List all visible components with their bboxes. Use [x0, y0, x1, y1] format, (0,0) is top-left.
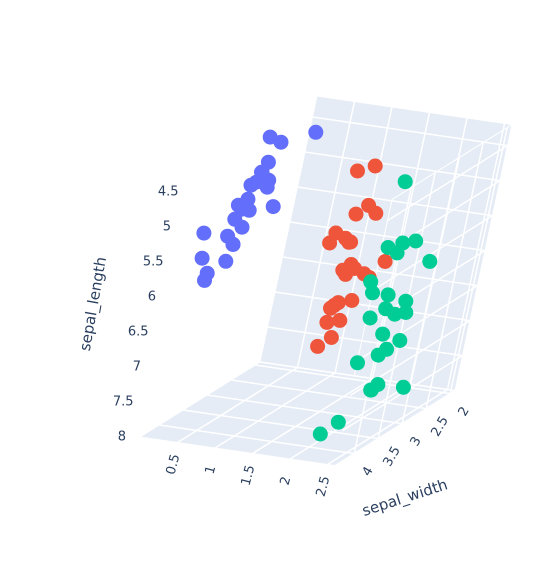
point — [375, 326, 391, 342]
point — [243, 177, 259, 193]
grid-line — [255, 364, 451, 395]
grid-line — [425, 142, 484, 409]
z-tick-label: 7 — [133, 360, 141, 375]
point — [398, 293, 414, 309]
point — [323, 300, 338, 316]
point — [363, 382, 379, 398]
point — [361, 197, 377, 213]
point — [240, 191, 256, 207]
point — [197, 272, 212, 288]
z-axis-title: sepal_length — [76, 255, 111, 352]
x-tick-label: 2 — [278, 475, 295, 487]
point — [344, 293, 360, 308]
point — [328, 225, 344, 241]
grid-line — [449, 127, 508, 394]
grid-line — [207, 394, 403, 425]
point — [395, 379, 411, 395]
grid-line — [387, 144, 508, 222]
point — [408, 233, 424, 249]
grid-line — [297, 186, 493, 217]
z-tick-label: 5 — [163, 220, 171, 235]
grid-line — [282, 256, 478, 287]
grid-line — [274, 291, 471, 322]
y-tick-label: 2.5 — [429, 414, 452, 439]
grid-line — [296, 101, 356, 368]
point — [225, 236, 241, 252]
grid-line — [334, 106, 393, 374]
grid-line — [259, 361, 456, 392]
grid-line — [183, 409, 379, 440]
x-tick-label: 1 — [203, 464, 220, 476]
x-tick-label: 1.5 — [239, 464, 259, 488]
y-tick-label: 3 — [408, 434, 425, 449]
z-tick-label: 7.5 — [113, 395, 134, 410]
z-tick-label: 6 — [148, 290, 156, 305]
x-tick-label: 2.5 — [314, 475, 334, 499]
point — [347, 261, 362, 276]
y-tick-label: 4 — [360, 464, 377, 479]
point — [310, 338, 326, 354]
point — [378, 301, 394, 317]
point — [363, 274, 379, 290]
point — [392, 333, 408, 348]
grid-line — [372, 214, 493, 292]
point — [348, 206, 364, 222]
point — [377, 254, 393, 269]
point — [241, 202, 257, 218]
point — [397, 174, 413, 190]
point — [330, 414, 346, 430]
point — [380, 287, 396, 303]
point — [367, 158, 383, 174]
point — [308, 124, 324, 140]
point — [350, 163, 365, 179]
z-tick-label: 8 — [118, 430, 126, 445]
point — [422, 253, 438, 269]
point — [262, 129, 278, 145]
point — [265, 199, 281, 215]
point — [218, 253, 234, 269]
grid-line — [304, 151, 501, 182]
point — [380, 240, 396, 255]
point — [350, 355, 365, 371]
point — [332, 312, 348, 328]
point — [312, 426, 328, 442]
grid-line — [401, 157, 460, 424]
point — [395, 235, 411, 251]
y-axis-title: sepal_width — [360, 475, 450, 521]
y-tick-label: 2 — [456, 404, 473, 419]
grid-line — [267, 326, 463, 357]
grid-line — [312, 116, 508, 147]
grid-line — [334, 389, 456, 467]
point — [379, 341, 395, 357]
grid-line — [289, 221, 486, 252]
point — [398, 305, 414, 320]
point — [365, 285, 380, 301]
z-tick-label: 6.5 — [128, 325, 149, 340]
z-tick-label: 5.5 — [143, 255, 164, 270]
grid-line — [231, 379, 427, 410]
point — [323, 330, 339, 345]
x-tick-label: 0.5 — [164, 453, 184, 477]
z-tick-label: 4.5 — [158, 185, 179, 200]
grid-line — [159, 424, 355, 455]
y-tick-label: 3.5 — [381, 444, 404, 469]
point — [335, 262, 351, 278]
point — [362, 310, 378, 326]
point — [194, 250, 210, 266]
point — [234, 219, 250, 235]
grid-line — [353, 187, 412, 454]
point — [259, 179, 275, 195]
point — [196, 225, 212, 241]
point — [319, 314, 335, 330]
